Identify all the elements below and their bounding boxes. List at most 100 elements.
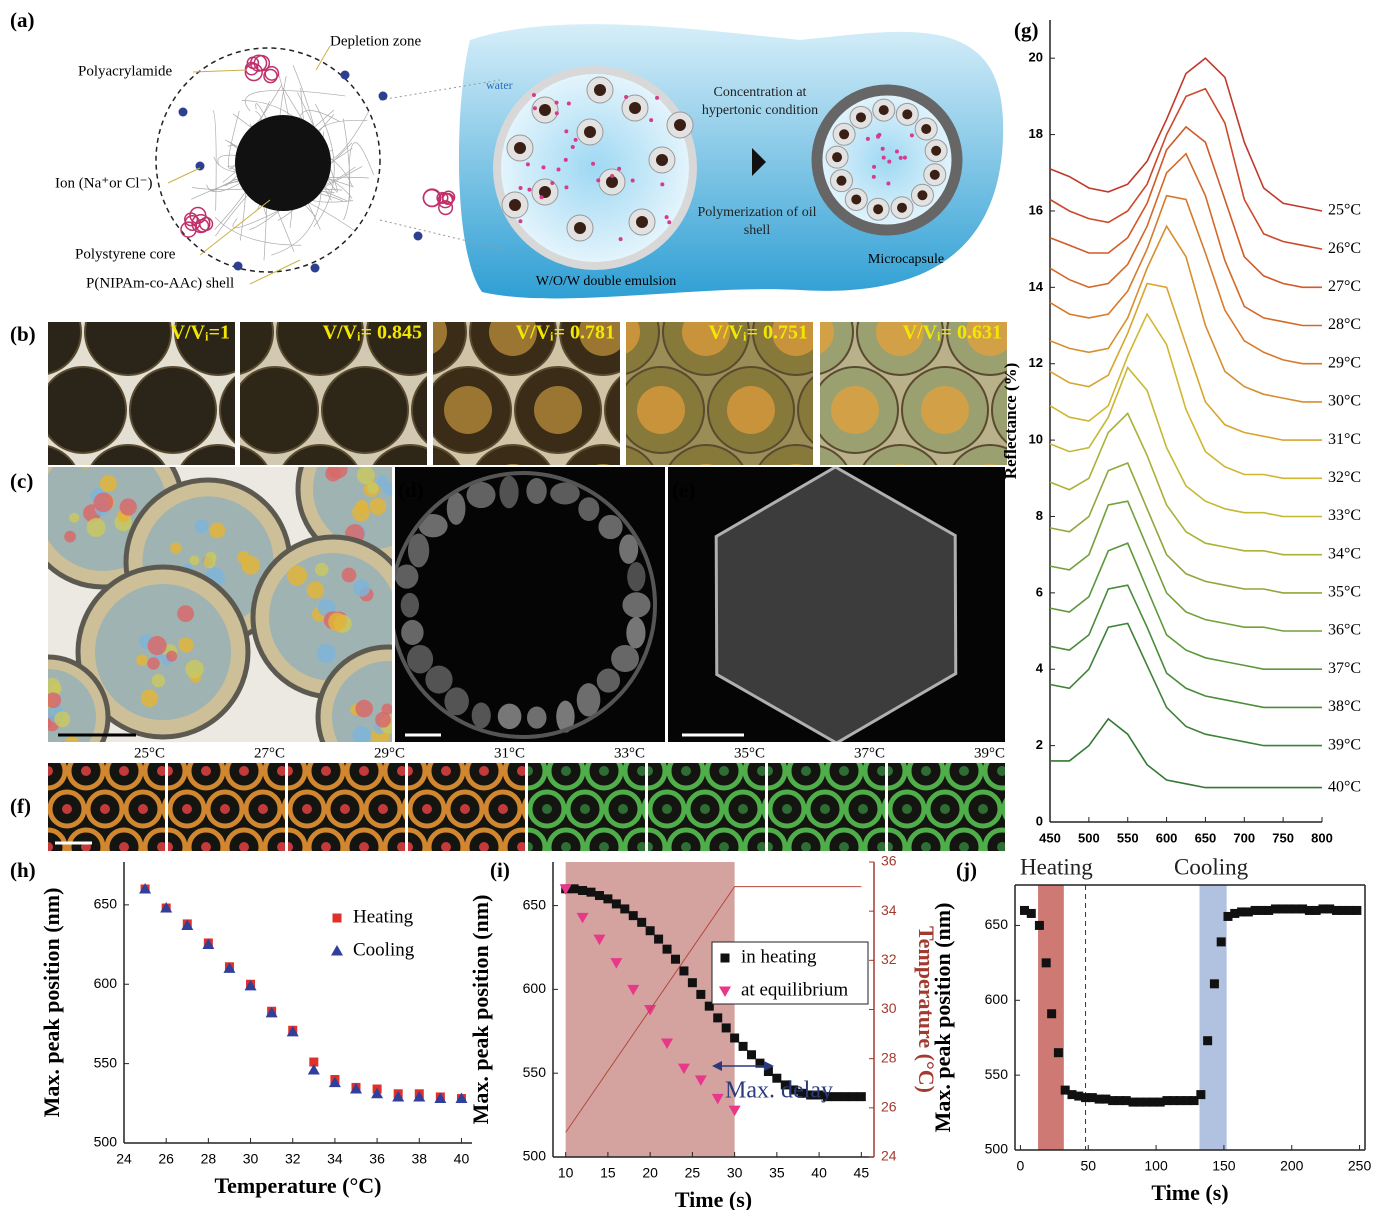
x-axis-title: Temperature (°C) <box>214 1173 381 1198</box>
capsule-core <box>921 766 931 776</box>
x-tick-label: 0 <box>1017 1158 1025 1174</box>
x-tick-label: 200 <box>1280 1158 1304 1174</box>
droplet <box>130 367 216 453</box>
ratio-label: V/Vᵢ=1 <box>171 322 230 344</box>
y-tick-label: 16 <box>1029 202 1043 217</box>
temperature-label: 31°C <box>494 745 525 761</box>
y-tick-label: 500 <box>523 1148 547 1164</box>
capsule-core <box>397 842 407 852</box>
capsule-core <box>479 842 489 852</box>
capsule-core <box>757 842 767 852</box>
microgel-core <box>902 109 912 119</box>
y2-tick-label: 30 <box>881 1000 897 1016</box>
crystal <box>189 555 199 565</box>
crystal <box>353 580 370 597</box>
x-tick-label: 45 <box>854 1165 870 1181</box>
ratio-label: V/Vᵢ= 0.845 <box>323 322 422 344</box>
marker <box>646 926 655 935</box>
crystal-grain <box>472 703 491 729</box>
y-tick-label: 600 <box>985 991 1009 1007</box>
x-tick-label: 24 <box>116 1151 132 1167</box>
x-tick-label: 150 <box>1212 1158 1236 1174</box>
ion <box>518 219 522 223</box>
ion <box>564 158 568 162</box>
figure: Depletion zone Polyacrylamide Ion (Na⁺or… <box>0 0 1381 1210</box>
y-tick-label: 4 <box>1036 661 1044 676</box>
label: Polymerization of oil shell <box>695 204 819 240</box>
capsule-core <box>561 766 571 776</box>
series-label: 29°C <box>1328 354 1361 371</box>
capsule-core <box>940 804 950 814</box>
microgel-core <box>917 190 927 200</box>
marker <box>587 888 596 897</box>
series-label: 35°C <box>1328 584 1361 601</box>
capsule-core <box>302 804 312 814</box>
ion <box>555 101 559 105</box>
annotation: Heating <box>1020 854 1093 879</box>
capsule-core <box>138 804 148 814</box>
y-tick-label: 8 <box>1036 508 1043 523</box>
x-tick-label: 450 <box>1039 830 1061 845</box>
capsule-core <box>359 766 369 776</box>
temperature-label: 35°C <box>734 745 765 761</box>
capsule-core <box>100 804 110 814</box>
microgel-core <box>921 124 931 134</box>
microgel-core <box>636 216 648 228</box>
marker <box>1352 906 1361 915</box>
series-line <box>1050 623 1322 745</box>
label: Ion (Na⁺or Cl⁻) <box>55 175 152 191</box>
capsule-core <box>801 766 811 776</box>
x-tick-label: 650 <box>1195 830 1217 845</box>
series-line <box>1050 585 1322 707</box>
series-line <box>1050 154 1322 326</box>
crystal-grain <box>444 687 469 715</box>
capsule-core <box>978 804 988 814</box>
ion <box>667 220 671 224</box>
microgel-core <box>629 102 641 114</box>
crystal <box>120 498 137 515</box>
ion <box>341 71 350 80</box>
micrograph <box>871 754 1038 864</box>
ion <box>564 185 568 189</box>
polymer-chain <box>343 118 350 220</box>
microgel-core <box>832 152 842 162</box>
panel-label: (b) <box>10 322 36 346</box>
legend-label: in heating <box>741 946 817 967</box>
annotation: Cooling <box>1174 854 1249 879</box>
leader-line <box>316 46 330 70</box>
crystal <box>185 660 203 678</box>
marker <box>679 966 688 975</box>
crystal <box>45 692 61 708</box>
capsule-core <box>997 842 1007 852</box>
micrograph <box>391 467 665 742</box>
droplet <box>40 367 126 453</box>
microgel-core <box>930 170 940 180</box>
crystal <box>41 718 52 729</box>
capsule-core <box>719 766 729 776</box>
crystal <box>367 483 378 494</box>
label: P(NIPAm-co-AAc) shell <box>86 275 234 291</box>
capsule-core <box>877 842 887 852</box>
y2-tick-label: 36 <box>881 853 897 869</box>
capsule-core <box>201 766 211 776</box>
label: Concentration at hypertonic condition <box>695 84 825 120</box>
capsule <box>1004 792 1038 826</box>
capsule-core <box>239 842 249 852</box>
series-label: 25°C <box>1328 202 1361 219</box>
series-label: 31°C <box>1328 431 1361 448</box>
capsule-core <box>902 804 912 814</box>
y2-tick-label: 24 <box>881 1148 897 1164</box>
ion <box>567 102 571 106</box>
microgel-core <box>931 146 941 156</box>
droplet <box>1082 367 1168 453</box>
crystal <box>342 568 357 583</box>
capsule-core <box>43 842 53 852</box>
capsule-core <box>277 766 287 776</box>
legend-label: Heating <box>353 906 414 927</box>
ion <box>866 137 870 141</box>
label: Polyacrylamide <box>78 63 172 79</box>
capsule-core <box>517 842 527 852</box>
crystal <box>178 638 193 653</box>
crystal <box>100 475 117 492</box>
x-tick-label: 600 <box>1156 830 1178 845</box>
